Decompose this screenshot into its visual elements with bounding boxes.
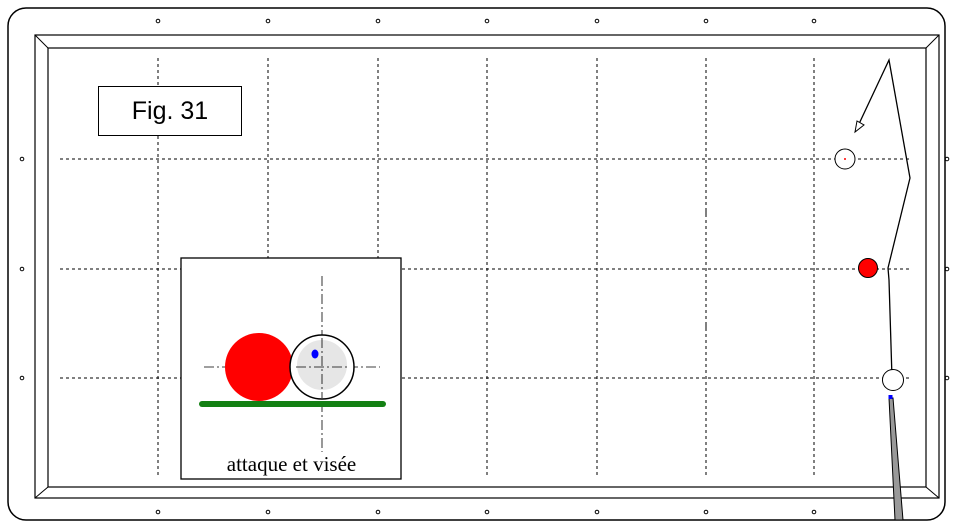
diamonds [19,18,950,515]
inset-red-ball [225,333,293,401]
inset-caption: attaque et visée [226,452,357,476]
figure-label: Fig. 31 [98,86,242,136]
cushion-outer-edge [34,34,940,499]
inset-aim-point [311,349,319,359]
ball-trajectory [857,57,911,379]
playing-surface [47,47,927,488]
cushion-corners [34,34,940,499]
cue-stick [888,397,904,521]
trajectory-arrowhead [854,120,865,134]
cue-tip [888,395,893,399]
table-outer-frame [7,7,946,521]
red-ball [858,258,878,278]
white-ball-final [834,148,856,170]
cue-ball [882,369,904,391]
